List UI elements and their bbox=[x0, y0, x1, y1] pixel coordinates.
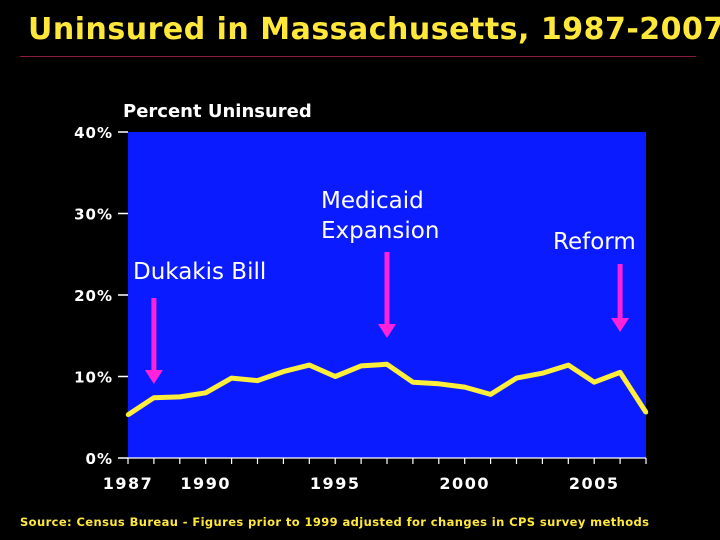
page-title: Uninsured in Massachusetts, 1987-2007 bbox=[28, 12, 720, 47]
data-point bbox=[410, 380, 416, 385]
annotation-arrow-head bbox=[378, 324, 396, 338]
data-point bbox=[436, 381, 441, 387]
data-point bbox=[384, 362, 390, 367]
data-point bbox=[358, 363, 364, 369]
data-point bbox=[488, 392, 493, 397]
x-tick-label: 2000 bbox=[439, 474, 490, 493]
annotation-label: Medicaid bbox=[321, 188, 424, 214]
x-tick-label: 2005 bbox=[569, 474, 620, 493]
data-point bbox=[307, 362, 312, 368]
y-tick-label: 40% bbox=[74, 124, 113, 142]
data-point bbox=[177, 394, 182, 400]
title-divider bbox=[20, 56, 696, 57]
data-point bbox=[566, 362, 571, 368]
data-point bbox=[514, 375, 519, 381]
annotation-arrow-head bbox=[611, 318, 630, 332]
data-point bbox=[333, 374, 338, 379]
annotation-label: Expansion bbox=[321, 218, 439, 244]
data-point bbox=[617, 370, 623, 375]
data-point bbox=[462, 384, 467, 390]
annotation-arrow-head bbox=[144, 370, 163, 384]
y-tick-label: 0% bbox=[86, 450, 113, 468]
y-tick-label: 30% bbox=[74, 206, 113, 224]
data-point bbox=[255, 378, 260, 383]
y-tick-label: 10% bbox=[74, 369, 113, 387]
x-tick-label: 1995 bbox=[310, 474, 361, 493]
data-point bbox=[203, 390, 208, 395]
data-point bbox=[281, 369, 286, 374]
x-tick-label: 1990 bbox=[180, 474, 231, 493]
data-point bbox=[592, 380, 597, 385]
y-axis-title: Percent Uninsured bbox=[123, 101, 312, 122]
data-point bbox=[229, 375, 234, 381]
data-point bbox=[643, 410, 649, 415]
x-tick-label: 1987 bbox=[103, 474, 154, 493]
data-point bbox=[125, 412, 131, 418]
data-point bbox=[151, 395, 157, 400]
y-tick-label: 20% bbox=[74, 287, 113, 305]
annotation-label: Dukakis Bill bbox=[133, 259, 266, 285]
data-point bbox=[540, 371, 545, 376]
annotation-label: Reform bbox=[553, 229, 636, 255]
source-note: Source: Census Bureau - Figures prior to… bbox=[20, 515, 650, 529]
